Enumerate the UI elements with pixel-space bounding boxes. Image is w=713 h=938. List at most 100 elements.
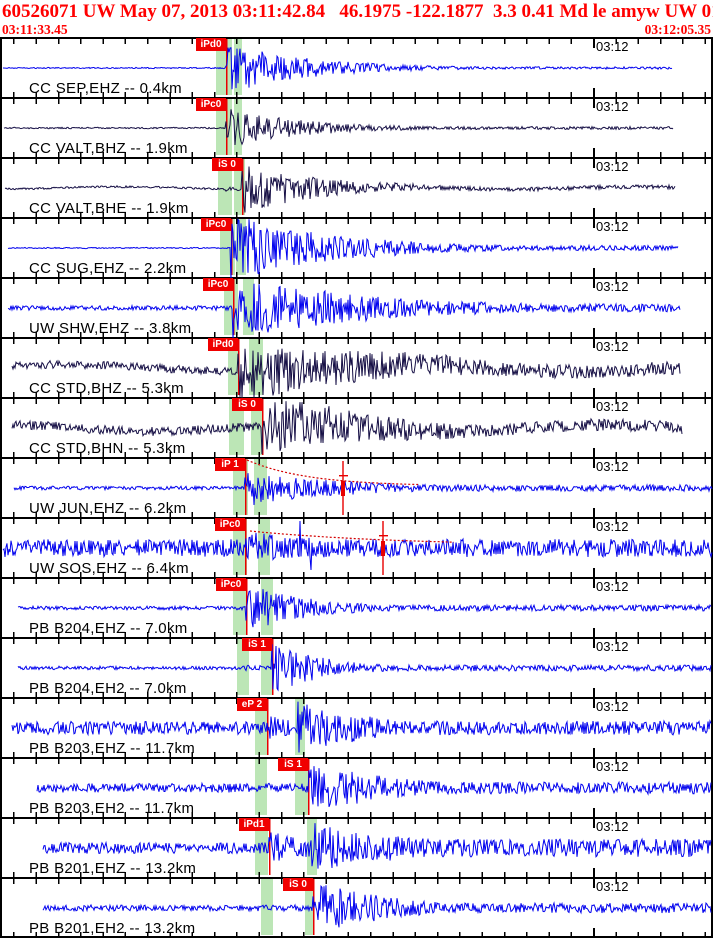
trace-row-JUN-EHZ[interactable]: iP 1 03:12 UW JUN,EHZ -- 6.2km (0, 457, 713, 517)
waveform-trace-B204-EHZ[interactable] (17, 589, 712, 628)
waveform-trace-SOS-EHZ[interactable] (2, 520, 713, 571)
time-tick (325, 152, 327, 157)
trace-row-B201-EHZ[interactable]: iPd1 03:12 PB B201,EHZ -- 13.2km (0, 817, 713, 877)
time-tick (169, 512, 171, 517)
time-tick (35, 159, 37, 164)
time-tick (637, 819, 640, 824)
time-tick (682, 572, 684, 577)
coda-marker-handle[interactable] (381, 541, 385, 556)
pick-time-line[interactable] (245, 519, 247, 575)
time-tick (704, 399, 706, 404)
pick-flag[interactable]: iPd1 (239, 818, 269, 831)
pick-flag[interactable]: iPc0 (196, 98, 226, 111)
waveform-trace-B201-EH2[interactable] (42, 884, 712, 928)
trace-row-B201-EH2[interactable]: iS 0 03:12 PB B201,EH2 -- 13.2km (0, 877, 713, 937)
trace-row-VALT-BHZ[interactable]: iPc0 03:12 CC VALT,BHZ -- 1.9km (0, 97, 713, 157)
time-tick (459, 699, 461, 704)
trace-row-SUG-EHZ[interactable]: iPc0 03:12 CC SUG,EHZ -- 2.2km (0, 217, 713, 277)
pick-time-line[interactable] (269, 819, 271, 875)
pick-time-line[interactable] (226, 39, 228, 95)
time-tick (659, 339, 662, 344)
trace-row-SOS-EHZ[interactable]: iPc0 03:12 UW SOS,EHZ -- 6.4km (0, 517, 713, 577)
pick-flag[interactable]: iS 0 (283, 878, 313, 891)
pick-flag[interactable]: iP 1 (215, 458, 245, 471)
time-tick (548, 272, 550, 277)
pick-flag[interactable]: iS 0 (212, 158, 242, 171)
pick-time-line[interactable] (245, 459, 247, 515)
trace-row-B204-EH2[interactable]: iS 1 03:12 PB B204,EH2 -- 7.0km (0, 637, 713, 697)
time-tick (236, 639, 238, 644)
trace-row-B204-EHZ[interactable]: iPc0 03:12 PB B204,EHZ -- 7.0km (0, 577, 713, 637)
time-tick (102, 512, 104, 517)
time-tick (682, 692, 684, 697)
time-tick (436, 519, 439, 524)
waveform-trace-VALT-BHE[interactable] (4, 166, 676, 213)
waveform-trace-JUN-EHZ[interactable] (13, 473, 713, 506)
time-tick (659, 932, 662, 937)
pick-flag[interactable]: iS 1 (242, 638, 272, 651)
time-tick (570, 399, 573, 404)
time-tick (637, 399, 640, 404)
trace-row-STD-BHN[interactable]: iS 0 03:12 CC STD,BHN -- 5.3km (0, 397, 713, 457)
time-tick (147, 392, 149, 397)
time-tick (570, 579, 573, 584)
trace-row-SHW-EHZ[interactable]: iPc0 03:12 UW SHW,EHZ -- 3.8km (0, 277, 713, 337)
waveform-trace-B204-EH2[interactable] (17, 644, 712, 692)
time-tick (35, 699, 37, 704)
time-tick (503, 819, 506, 824)
waveform-trace-B203-EHZ[interactable] (11, 701, 712, 753)
seismogram-canvas[interactable] (0, 37, 713, 938)
time-tick (414, 872, 417, 877)
time-tick (392, 452, 394, 457)
pick-time-line[interactable] (308, 759, 310, 815)
trace-row-B203-EH2[interactable]: iS 1 03:12 PB B203,EH2 -- 11.7km (0, 757, 713, 817)
waveform-trace-SUG-EHZ[interactable] (7, 218, 679, 282)
coda-marker-handle[interactable] (341, 481, 345, 496)
pick-flag[interactable]: iPc0 (215, 518, 245, 531)
time-tick (481, 152, 483, 157)
minute-label: 03:12 (596, 39, 629, 54)
pick-flag[interactable]: iPc0 (201, 218, 231, 231)
waveform-trace-B201-EHZ[interactable] (42, 823, 712, 869)
time-tick (704, 452, 706, 457)
trace-row-B203-EHZ[interactable]: eP 2 03:12 PB B203,EHZ -- 11.7km (0, 697, 713, 757)
arrival-window-band (307, 819, 317, 875)
trace-row-SEP-EHZ[interactable]: iPd0 03:12 CC SEP,EHZ -- 0.4km (0, 37, 713, 97)
pick-flag[interactable]: iPd0 (208, 338, 238, 351)
time-tick (659, 392, 662, 397)
pick-flag[interactable]: iPc0 (216, 578, 246, 591)
waveform-trace-STD-BHZ[interactable] (11, 348, 681, 399)
time-tick (548, 639, 550, 644)
waveform-trace-VALT-BHZ[interactable] (3, 109, 674, 146)
time-tick (124, 279, 127, 284)
waveforms[interactable] (2, 47, 713, 928)
time-tick (325, 639, 327, 644)
waveform-trace-SEP-EHZ[interactable] (3, 47, 673, 90)
waveform-trace-SHW-EHZ[interactable] (7, 283, 681, 339)
time-tick (481, 392, 483, 397)
pick-flag[interactable]: iS 1 (278, 758, 308, 771)
time-tick (392, 279, 394, 284)
waveform-trace-STD-BHN[interactable] (11, 401, 683, 455)
time-tick (303, 872, 305, 877)
time-tick (637, 632, 640, 637)
trace-row-STD-BHZ[interactable]: iPd0 03:12 CC STD,BHZ -- 5.3km (0, 337, 713, 397)
time-tick (303, 212, 305, 217)
waveform-trace-B203-EH2[interactable] (36, 766, 712, 807)
time-tick (481, 812, 483, 817)
time-tick (370, 932, 372, 937)
pick-time-line[interactable] (233, 279, 235, 335)
pick-flag[interactable]: iPd0 (196, 38, 226, 51)
pick-flag[interactable]: iPc0 (203, 278, 233, 291)
time-tick (102, 272, 104, 277)
pick-flag[interactable]: eP 2 (237, 698, 267, 711)
time-tick (80, 812, 82, 817)
time-tick (303, 579, 305, 584)
time-tick (169, 332, 171, 337)
trace-row-VALT-BHE[interactable]: iS 0 03:12 CC VALT,BHE -- 1.9km (0, 157, 713, 217)
time-tick (704, 152, 706, 157)
pick-flag[interactable]: iS 0 (232, 398, 262, 411)
time-tick (392, 152, 394, 157)
time-tick (682, 159, 684, 164)
time-tick (280, 872, 283, 877)
